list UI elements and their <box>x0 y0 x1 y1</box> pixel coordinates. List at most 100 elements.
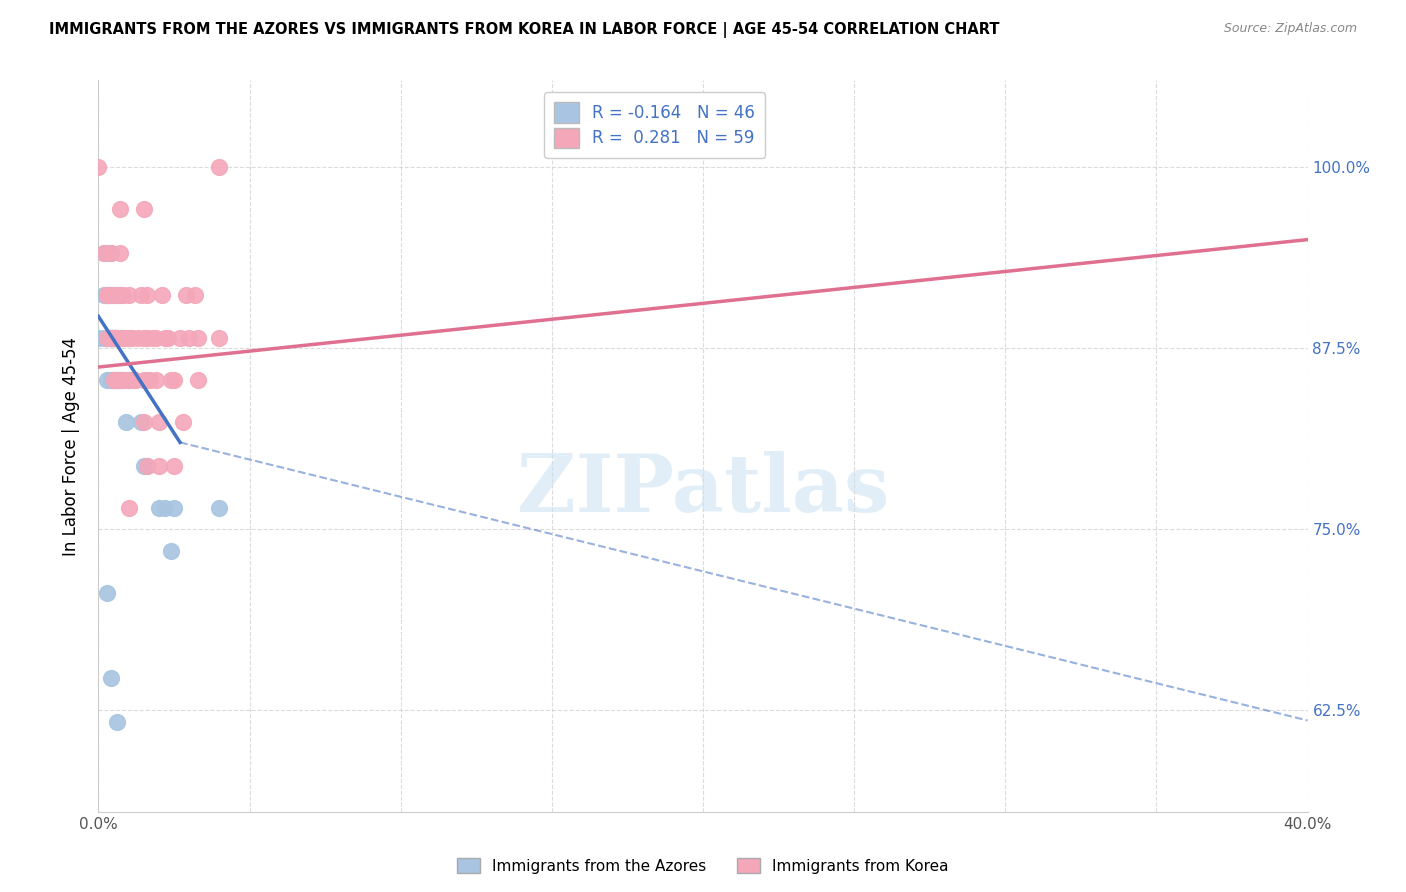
Point <box>105 331 128 345</box>
Legend: R = -0.164   N = 46, R =  0.281   N = 59: R = -0.164 N = 46, R = 0.281 N = 59 <box>544 92 765 158</box>
Point <box>135 373 157 387</box>
Point <box>111 331 134 345</box>
Point <box>145 331 167 345</box>
Point <box>172 415 194 429</box>
Point <box>93 287 115 301</box>
Point <box>153 500 176 515</box>
Point <box>121 331 143 345</box>
Point <box>105 373 128 387</box>
Point <box>103 287 125 301</box>
Point <box>127 331 149 345</box>
Point <box>100 245 122 260</box>
Point <box>93 245 115 260</box>
Point <box>174 287 197 301</box>
Point <box>108 331 131 345</box>
Point <box>87 331 110 345</box>
Point <box>187 331 209 345</box>
Point <box>87 160 110 174</box>
Point <box>100 373 122 387</box>
Point <box>111 373 134 387</box>
Point <box>129 415 152 429</box>
Point <box>132 202 155 217</box>
Point <box>103 331 125 345</box>
Point <box>96 331 118 345</box>
Point <box>169 331 191 345</box>
Point <box>96 373 118 387</box>
Point <box>103 331 125 345</box>
Point <box>103 331 125 345</box>
Point <box>100 287 122 301</box>
Point <box>108 373 131 387</box>
Point <box>103 373 125 387</box>
Point <box>160 373 183 387</box>
Point <box>148 500 170 515</box>
Point <box>132 415 155 429</box>
Point <box>145 373 167 387</box>
Point <box>129 287 152 301</box>
Text: Source: ZipAtlas.com: Source: ZipAtlas.com <box>1223 22 1357 36</box>
Point <box>135 287 157 301</box>
Point <box>124 373 146 387</box>
Point <box>108 331 131 345</box>
Point <box>118 287 141 301</box>
Point <box>118 373 141 387</box>
Point <box>156 331 179 345</box>
Point <box>96 586 118 600</box>
Point <box>163 373 186 387</box>
Point <box>103 373 125 387</box>
Point <box>132 331 155 345</box>
Point <box>96 331 118 345</box>
Point <box>105 714 128 729</box>
Point <box>100 331 122 345</box>
Point <box>105 373 128 387</box>
Point <box>103 331 125 345</box>
Point <box>135 458 157 473</box>
Point <box>118 373 141 387</box>
Point <box>96 331 118 345</box>
Point <box>132 458 155 473</box>
Point <box>132 373 155 387</box>
Point <box>187 373 209 387</box>
Point <box>111 331 134 345</box>
Legend: Immigrants from the Azores, Immigrants from Korea: Immigrants from the Azores, Immigrants f… <box>451 852 955 880</box>
Point <box>105 287 128 301</box>
Point <box>105 331 128 345</box>
Point <box>118 500 141 515</box>
Point <box>108 245 131 260</box>
Point <box>114 415 136 429</box>
Point <box>163 458 186 473</box>
Point <box>100 373 122 387</box>
Point <box>179 331 201 345</box>
Point <box>103 331 125 345</box>
Point <box>208 160 231 174</box>
Point <box>100 672 122 686</box>
Point <box>100 245 122 260</box>
Point <box>111 373 134 387</box>
Point <box>96 287 118 301</box>
Point <box>135 458 157 473</box>
Point <box>108 202 131 217</box>
Point <box>118 373 141 387</box>
Point <box>93 245 115 260</box>
Point <box>100 331 122 345</box>
Point <box>100 331 122 345</box>
Point <box>108 373 131 387</box>
Point <box>148 415 170 429</box>
Point <box>163 500 186 515</box>
Text: ZIPatlas: ZIPatlas <box>517 450 889 529</box>
Point <box>208 331 231 345</box>
Point <box>124 373 146 387</box>
Point <box>135 331 157 345</box>
Point <box>111 287 134 301</box>
Point <box>96 287 118 301</box>
Point <box>118 331 141 345</box>
Text: IMMIGRANTS FROM THE AZORES VS IMMIGRANTS FROM KOREA IN LABOR FORCE | AGE 45-54 C: IMMIGRANTS FROM THE AZORES VS IMMIGRANTS… <box>49 22 1000 38</box>
Point <box>160 544 183 558</box>
Point <box>100 331 122 345</box>
Point <box>142 331 165 345</box>
Point <box>96 331 118 345</box>
Point <box>139 373 162 387</box>
Point <box>208 500 231 515</box>
Point <box>103 373 125 387</box>
Point <box>96 245 118 260</box>
